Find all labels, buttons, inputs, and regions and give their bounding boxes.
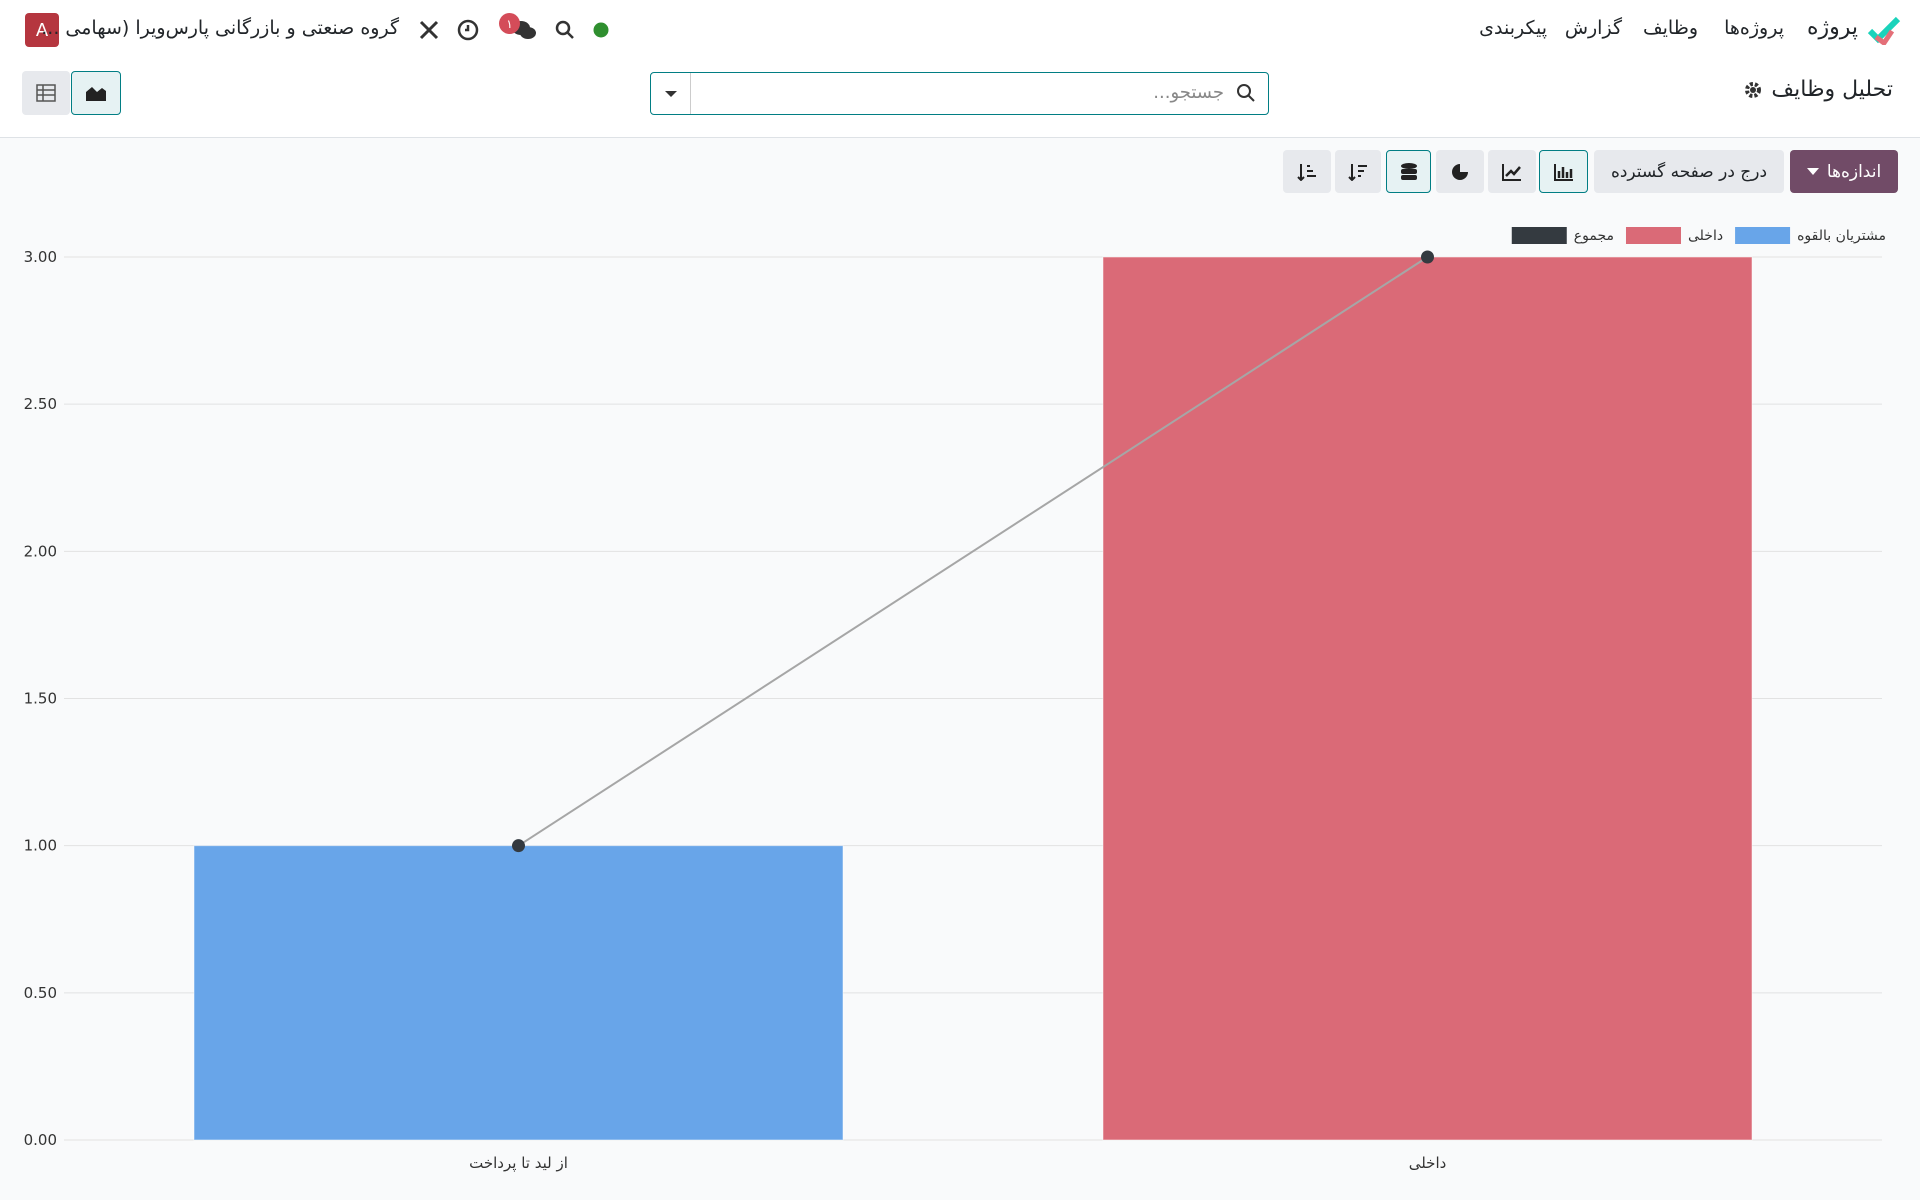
activity-icon[interactable] [456, 18, 480, 42]
y-tick-label: 2.50 [24, 395, 57, 413]
x-tick-label: داخلی [1409, 1154, 1447, 1172]
stacked-button[interactable] [1386, 150, 1431, 193]
y-tick-label: 1.50 [24, 690, 57, 708]
measures-label: اندازه‌ها [1826, 161, 1882, 182]
app-logo [1867, 16, 1901, 45]
y-tick-label: 2.00 [24, 542, 57, 560]
search-options-toggle[interactable] [651, 73, 691, 114]
y-tick-label: 3.00 [24, 248, 57, 266]
company-switcher[interactable]: گروه صنعتی و بازرگانی پارس‌ویرا (سهامی .… [41, 17, 399, 39]
insert-spreadsheet-button[interactable]: درج در صفحه گسترده [1594, 150, 1784, 193]
sort-ascending-button[interactable] [1283, 150, 1331, 193]
y-tick-label: 0.50 [24, 984, 57, 1002]
menu-item[interactable]: گزارش [1564, 17, 1622, 39]
control-panel: تحلیل وظایف جستجو... [0, 60, 1920, 138]
legend-swatch [1511, 227, 1567, 244]
bar [193, 845, 844, 1141]
search-box[interactable]: جستجو... [650, 72, 1269, 115]
legend-swatch [1735, 227, 1791, 244]
settings-gear[interactable] [1744, 81, 1762, 99]
sort-descending-button[interactable] [1335, 150, 1381, 193]
page-title: تحلیل وظایف [1771, 77, 1893, 102]
message-badge: ۱ [499, 13, 520, 34]
navbar: پروژه پروژه‌ها وظایف گزارش پیکربندی A گر… [0, 0, 1920, 60]
avatar[interactable]: A [25, 13, 59, 47]
debug-icon[interactable] [417, 18, 441, 42]
y-tick-label: 0.00 [24, 1131, 57, 1149]
total-point [1421, 250, 1434, 264]
legend-label: داخلی [1688, 228, 1723, 244]
line-chart-button[interactable] [1488, 150, 1536, 193]
search-icon[interactable] [555, 20, 575, 40]
menu-item[interactable]: پروژه‌ها [1724, 17, 1784, 39]
status-dot [593, 22, 609, 38]
bar [1102, 256, 1753, 1141]
total-point [512, 839, 525, 853]
menu-item[interactable]: وظایف [1642, 17, 1698, 39]
measures-dropdown[interactable]: اندازه‌ها [1790, 150, 1898, 193]
pie-chart-button[interactable] [1436, 150, 1484, 193]
app-name[interactable]: پروژه [1806, 15, 1858, 40]
x-tick-label: از لید تا پرداخت [469, 1154, 568, 1173]
pivot-view-button[interactable] [22, 71, 70, 115]
bar-chart-button[interactable] [1539, 150, 1588, 193]
legend-label: مشتریان بالقوه [1797, 228, 1886, 244]
graph-view-button[interactable] [71, 71, 121, 115]
legend-label: مجموع [1574, 228, 1614, 244]
y-tick-label: 1.00 [24, 837, 57, 855]
search-icon [1237, 84, 1255, 102]
total-line [517, 256, 1429, 847]
menu-item[interactable]: پیکربندی [1479, 17, 1547, 39]
search-placeholder: جستجو... [1153, 82, 1224, 103]
legend-swatch [1625, 227, 1681, 244]
